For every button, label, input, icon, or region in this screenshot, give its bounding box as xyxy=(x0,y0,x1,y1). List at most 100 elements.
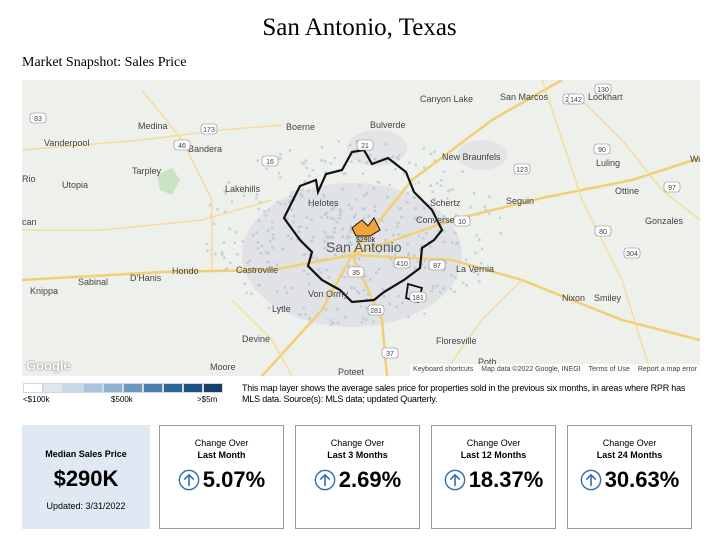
keyboard-shortcuts-link[interactable]: Keyboard shortcuts xyxy=(412,366,474,373)
legend-color-scale xyxy=(23,383,223,393)
change-card-line1: Change Over xyxy=(466,438,521,448)
svg-text:304: 304 xyxy=(626,251,638,258)
legend-min-label: <$100k xyxy=(23,395,50,404)
highway-shield: 10 xyxy=(453,215,471,227)
change-card-last-24-months: Change Over Last 24 Months 30.63% xyxy=(567,425,692,529)
legend-swatch xyxy=(163,383,183,393)
change-card-last-12-months: Change Over Last 12 Months 18.37% xyxy=(431,425,556,529)
change-card-value: 18.37% xyxy=(468,467,544,492)
svg-text:37: 37 xyxy=(386,351,394,358)
change-card-line1: Change Over xyxy=(330,438,385,448)
svg-text:281: 281 xyxy=(370,308,382,315)
svg-text:46: 46 xyxy=(178,143,186,150)
svg-text:130: 130 xyxy=(597,87,609,94)
highway-shield: 97 xyxy=(663,181,681,193)
svg-text:Poteet: Poteet xyxy=(338,367,365,376)
change-card-line1: Change Over xyxy=(194,438,249,448)
change-card-period: Last 3 Months xyxy=(327,450,388,460)
highway-shield: 46 xyxy=(173,139,191,151)
svg-text:90: 90 xyxy=(598,147,606,154)
highway-shield: 173 xyxy=(200,123,218,135)
change-card-period: Last 12 Months xyxy=(460,450,527,460)
highway-shield: 181 xyxy=(409,291,427,303)
highway-shield: 130 xyxy=(594,83,612,95)
svg-text:can: can xyxy=(22,217,37,227)
change-card-value: 5.07% xyxy=(202,467,266,492)
median-value: $290K xyxy=(53,466,119,491)
legend-swatch xyxy=(203,383,223,393)
change-card-last-3-months: Change Over Last 3 Months 2.69% xyxy=(295,425,420,529)
price-legend: <$100k $500k >$5m xyxy=(23,383,223,407)
legend-mid-label: $500k xyxy=(111,395,133,404)
section-subtitle: Market Snapshot: Sales Price xyxy=(22,55,187,70)
terms-of-use-link[interactable]: Terms of Use xyxy=(588,366,630,373)
highway-shield: 21 xyxy=(356,139,374,151)
svg-text:Knippa: Knippa xyxy=(30,286,58,296)
svg-text:83: 83 xyxy=(34,116,42,123)
svg-text:Hondo: Hondo xyxy=(172,266,199,276)
svg-text:Ottine: Ottine xyxy=(615,186,639,196)
svg-text:Utopia: Utopia xyxy=(62,180,88,190)
change-card-period: Last Month xyxy=(197,450,246,460)
svg-text:San Marcos: San Marcos xyxy=(500,92,549,102)
svg-text:173: 173 xyxy=(203,127,215,134)
svg-text:Luling: Luling xyxy=(596,158,620,168)
change-card-period: Last 24 Months xyxy=(596,450,663,460)
highway-shield: 304 xyxy=(623,247,641,259)
svg-text:Von Ormy: Von Ormy xyxy=(308,289,349,299)
svg-text:410: 410 xyxy=(396,261,408,268)
svg-text:Sabinal: Sabinal xyxy=(78,277,108,287)
svg-text:Bandera: Bandera xyxy=(188,144,222,154)
legend-swatch xyxy=(63,383,83,393)
svg-text:Bulverde: Bulverde xyxy=(370,120,406,130)
up-arrow-icon xyxy=(314,469,336,491)
svg-text:La Vernia: La Vernia xyxy=(456,264,494,274)
svg-text:San Antonio: San Antonio xyxy=(326,239,402,255)
svg-text:Schertz: Schertz xyxy=(430,198,461,208)
legend-swatch xyxy=(83,383,103,393)
svg-text:Rio: Rio xyxy=(22,174,36,184)
change-card-last-month: Change Over Last Month 5.07% xyxy=(159,425,284,529)
highway-shield: 87 xyxy=(428,259,446,271)
svg-text:Seguin: Seguin xyxy=(506,196,534,206)
svg-text:Vanderpool: Vanderpool xyxy=(44,138,89,148)
svg-text:Helotes: Helotes xyxy=(308,198,339,208)
svg-text:80: 80 xyxy=(599,229,607,236)
highway-shield: 281 xyxy=(367,304,385,316)
legend-swatch xyxy=(183,383,203,393)
svg-text:Devine: Devine xyxy=(242,334,270,344)
median-updated: Updated: 3/31/2022 xyxy=(46,501,126,511)
svg-text:10: 10 xyxy=(458,219,466,226)
report-map-error-link[interactable]: Report a map error xyxy=(637,366,697,373)
map-canvas[interactable]: Canyon Lake San Marcos Lockhart Medina B… xyxy=(22,80,700,376)
svg-text:123: 123 xyxy=(516,167,528,174)
legend-max-label: >$5m xyxy=(197,395,218,404)
svg-text:Canyon Lake: Canyon Lake xyxy=(420,94,473,104)
legend-swatch xyxy=(123,383,143,393)
change-card-value: 2.69% xyxy=(338,467,402,492)
map-data-attribution: Map data ©2022 Google, INEGI xyxy=(481,366,581,373)
svg-text:New Braunfels: New Braunfels xyxy=(442,152,501,162)
google-logo: Google xyxy=(26,358,71,373)
svg-text:$290k: $290k xyxy=(356,237,376,244)
legend-swatch xyxy=(103,383,123,393)
highway-shield: 142 xyxy=(567,93,585,105)
svg-text:35: 35 xyxy=(352,270,360,277)
page-title: San Antonio, Texas xyxy=(262,14,457,41)
svg-text:Medina: Medina xyxy=(138,121,168,131)
svg-text:Lockhart: Lockhart xyxy=(588,92,623,102)
highway-shield: 16 xyxy=(261,155,279,167)
svg-text:Moore: Moore xyxy=(210,362,236,372)
svg-text:Smiley: Smiley xyxy=(594,293,622,303)
svg-text:Gonzales: Gonzales xyxy=(645,216,684,226)
change-card-value: 30.63% xyxy=(604,467,680,492)
median-label: Median Sales Price xyxy=(45,449,127,459)
up-arrow-icon xyxy=(580,469,602,491)
svg-text:Poth: Poth xyxy=(478,357,497,367)
sales-price-map[interactable]: Canyon Lake San Marcos Lockhart Medina B… xyxy=(22,80,700,376)
legend-swatch xyxy=(143,383,163,393)
svg-text:Nixon: Nixon xyxy=(562,293,585,303)
median-sales-price-card: Median Sales Price $290K Updated: 3/31/2… xyxy=(22,425,150,529)
highway-shield: 90 xyxy=(593,143,611,155)
highway-shield: 80 xyxy=(594,225,612,237)
